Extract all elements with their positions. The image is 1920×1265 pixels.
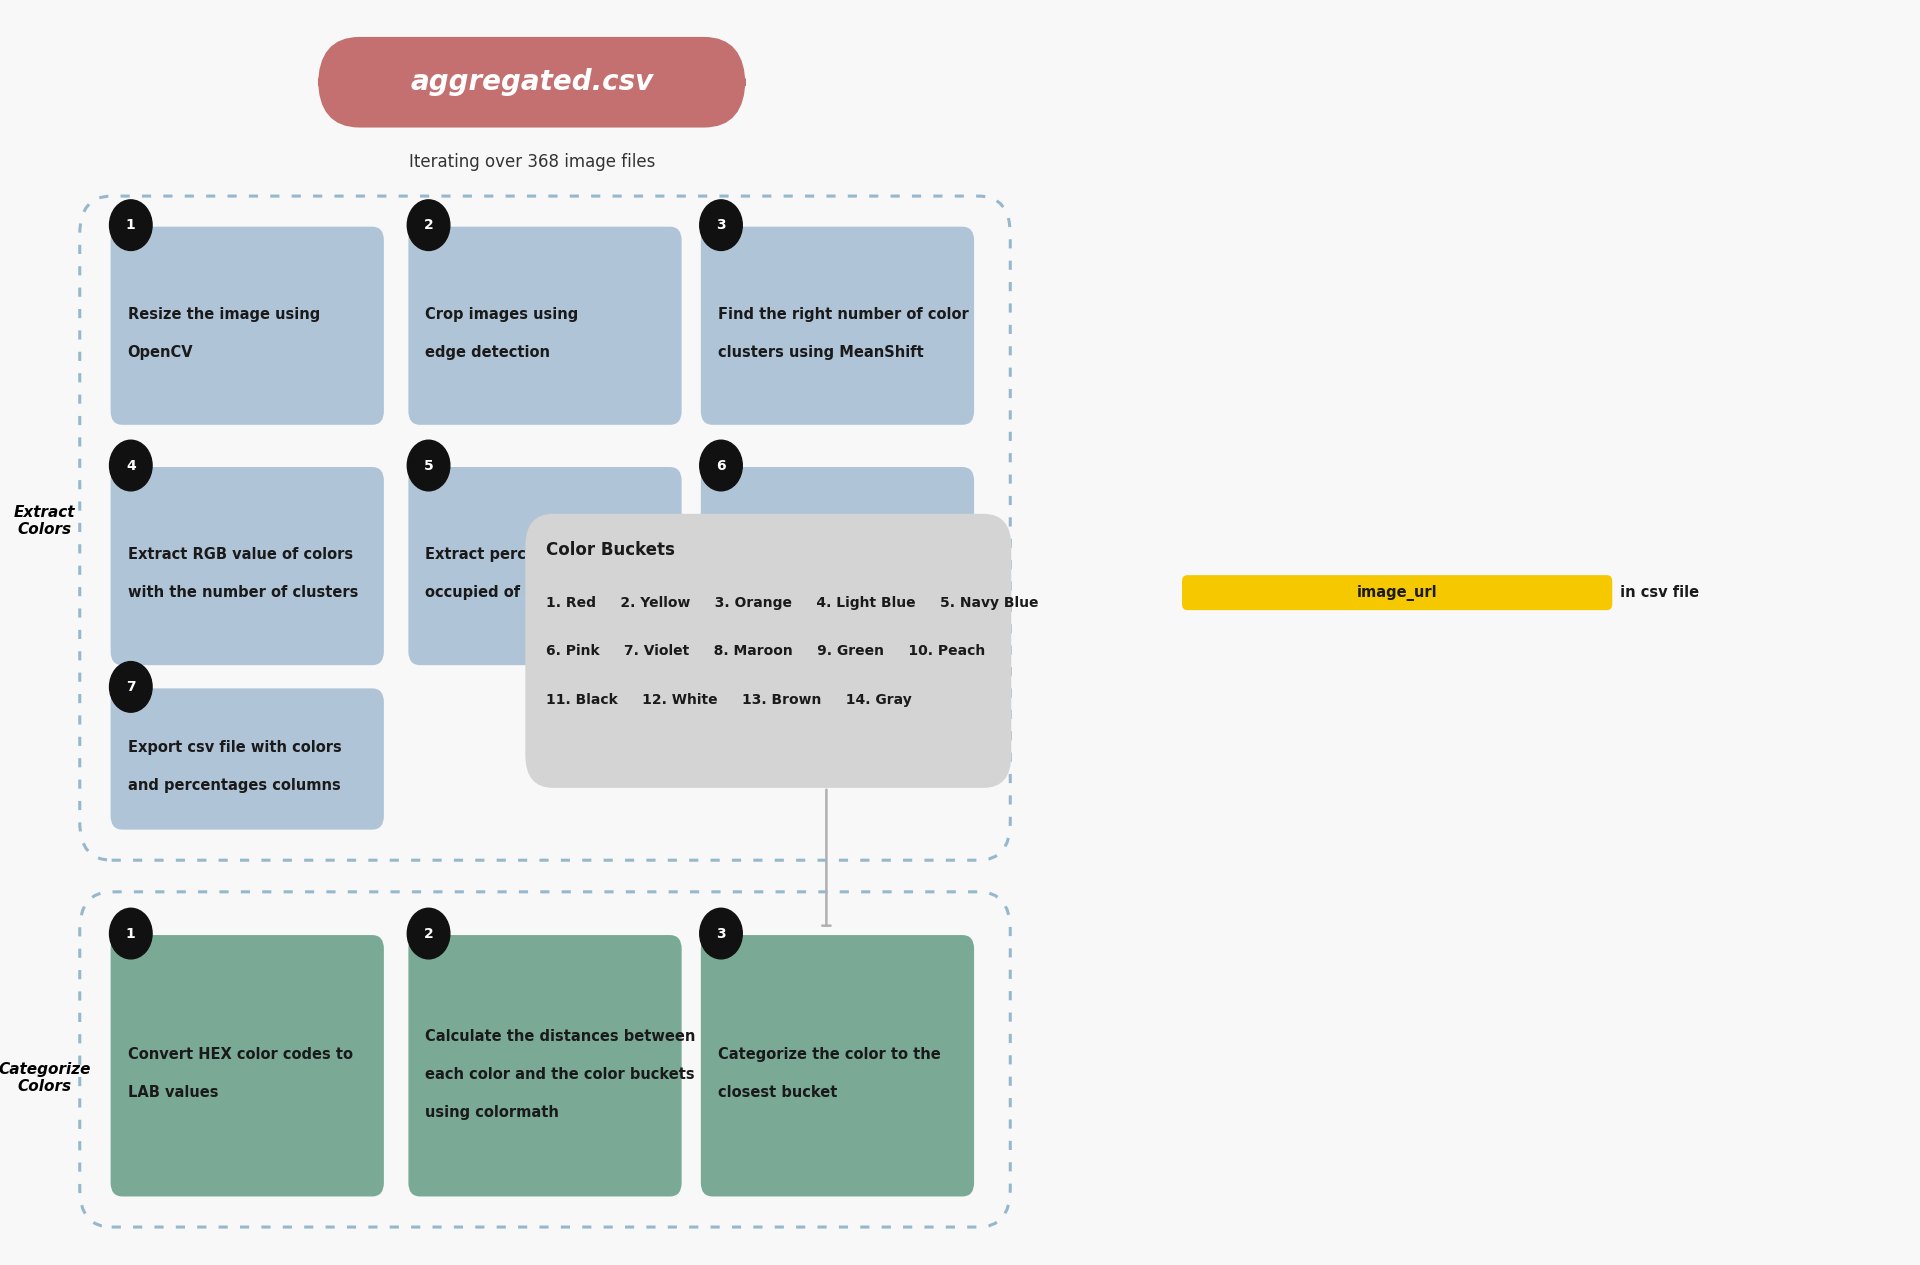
Text: 11. Black     12. White     13. Brown     14. Gray: 11. Black 12. White 13. Brown 14. Gray <box>545 692 912 707</box>
Text: Iterating over 368 image files: Iterating over 368 image files <box>409 153 655 171</box>
Text: Map the image file with the: Map the image file with the <box>718 548 947 562</box>
FancyBboxPatch shape <box>111 689 382 829</box>
FancyBboxPatch shape <box>703 228 973 424</box>
Text: 2: 2 <box>424 218 434 233</box>
Text: 7: 7 <box>127 679 136 694</box>
Text: clusters using MeanShift: clusters using MeanShift <box>718 345 924 359</box>
Text: Convert HEX color codes to: Convert HEX color codes to <box>127 1047 353 1061</box>
Text: 5: 5 <box>424 458 434 473</box>
Text: closest bucket: closest bucket <box>718 1085 837 1099</box>
Text: Export csv file with colors: Export csv file with colors <box>127 740 342 755</box>
FancyBboxPatch shape <box>409 228 680 424</box>
Text: Categorize
Colors: Categorize Colors <box>0 1061 90 1094</box>
Circle shape <box>699 440 743 491</box>
Circle shape <box>109 908 152 959</box>
Text: 1: 1 <box>127 218 136 233</box>
FancyBboxPatch shape <box>1183 577 1611 610</box>
Text: 3: 3 <box>716 218 726 233</box>
Text: Extract RGB value of colors: Extract RGB value of colors <box>127 548 353 562</box>
Circle shape <box>109 440 152 491</box>
Circle shape <box>407 200 449 250</box>
Text: each color and the color buckets: each color and the color buckets <box>426 1068 695 1082</box>
Text: occupied of each color: occupied of each color <box>426 586 611 600</box>
Text: 1. Red     2. Yellow     3. Orange     4. Light Blue     5. Navy Blue: 1. Red 2. Yellow 3. Orange 4. Light Blue… <box>545 596 1039 611</box>
Circle shape <box>699 200 743 250</box>
Text: 3: 3 <box>716 926 726 941</box>
Text: LAB values: LAB values <box>127 1085 219 1099</box>
FancyBboxPatch shape <box>111 228 382 424</box>
Text: 4: 4 <box>127 458 136 473</box>
Text: 6: 6 <box>716 458 726 473</box>
Text: and percentages columns: and percentages columns <box>127 778 340 793</box>
Circle shape <box>407 908 449 959</box>
FancyBboxPatch shape <box>703 936 973 1195</box>
Circle shape <box>109 200 152 250</box>
Text: Color Buckets: Color Buckets <box>545 541 674 559</box>
Text: Resize the image using: Resize the image using <box>127 307 321 321</box>
FancyBboxPatch shape <box>526 515 1010 787</box>
Text: 2: 2 <box>424 926 434 941</box>
FancyBboxPatch shape <box>703 468 973 664</box>
Text: Calculate the distances between: Calculate the distances between <box>426 1030 695 1044</box>
Text: Crop images using: Crop images using <box>426 307 578 321</box>
Circle shape <box>109 662 152 712</box>
Text: using colormath: using colormath <box>426 1106 559 1120</box>
FancyBboxPatch shape <box>319 38 745 126</box>
FancyBboxPatch shape <box>409 936 680 1195</box>
Text: Extract
Colors: Extract Colors <box>13 505 75 538</box>
Text: aggregated.csv: aggregated.csv <box>411 68 653 96</box>
Circle shape <box>407 440 449 491</box>
Text: Find the right number of color: Find the right number of color <box>718 307 968 321</box>
Circle shape <box>699 908 743 959</box>
Text: with the number of clusters: with the number of clusters <box>127 586 357 600</box>
Text: attribute: attribute <box>718 586 797 600</box>
Text: image_url: image_url <box>1357 584 1438 601</box>
FancyBboxPatch shape <box>409 468 680 664</box>
Text: OpenCV: OpenCV <box>127 345 194 359</box>
FancyBboxPatch shape <box>111 936 382 1195</box>
Text: 1: 1 <box>127 926 136 941</box>
Text: 6. Pink     7. Violet     8. Maroon     9. Green     10. Peach: 6. Pink 7. Violet 8. Maroon 9. Green 10.… <box>545 644 985 659</box>
Text: edge detection: edge detection <box>426 345 551 359</box>
Text: Categorize the color to the: Categorize the color to the <box>718 1047 941 1061</box>
Text: Extract percentage: Extract percentage <box>426 548 584 562</box>
FancyBboxPatch shape <box>111 468 382 664</box>
Text: in csv file: in csv file <box>1615 586 1699 600</box>
